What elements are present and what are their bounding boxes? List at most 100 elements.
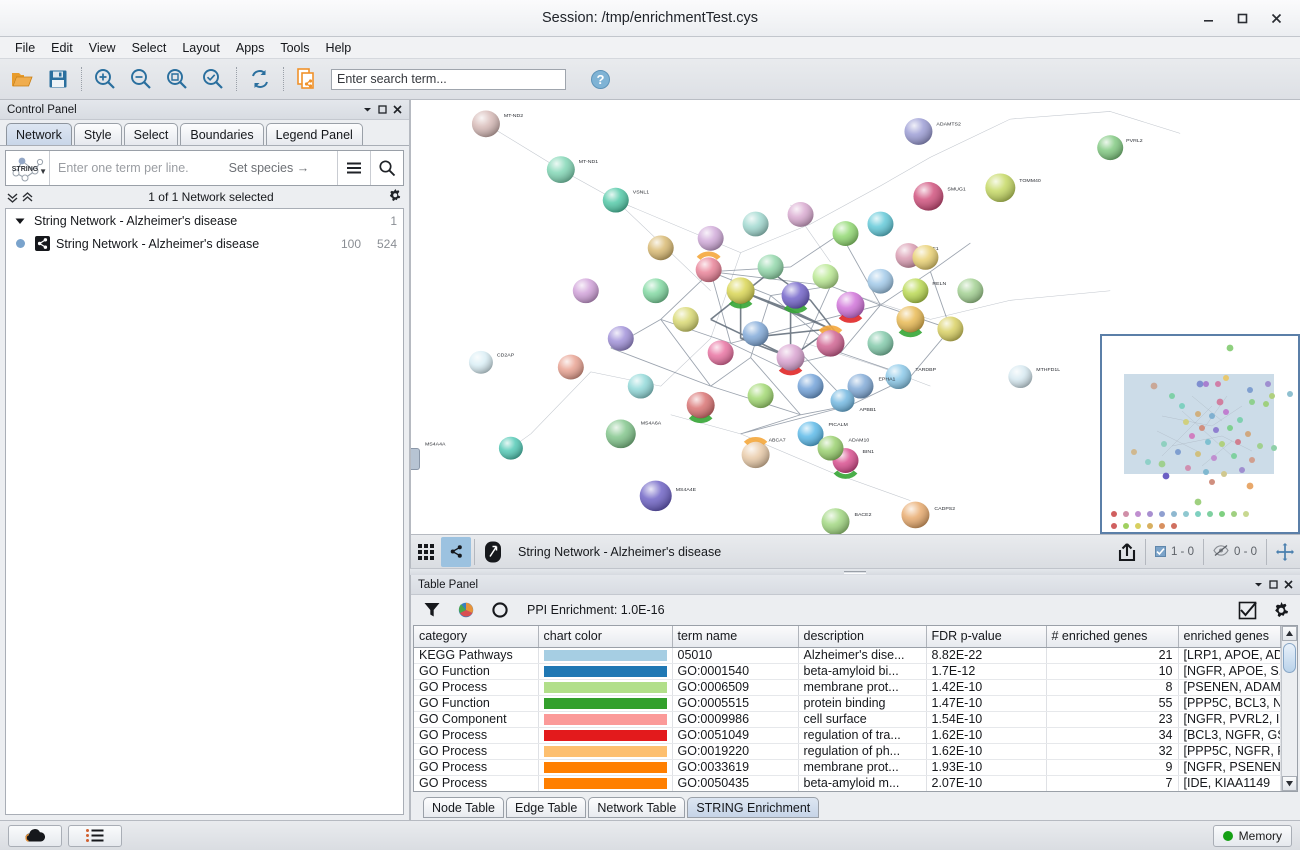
tab-select[interactable]: Select xyxy=(123,123,179,145)
maximize-icon[interactable] xyxy=(1226,5,1258,33)
table-row[interactable]: KEGG Pathways 05010 Alzheimer's dise... 8.8… xyxy=(414,647,1281,664)
column-header-fdr[interactable]: FDR p-value xyxy=(926,626,1047,648)
column-header-chart-color[interactable]: chart color xyxy=(538,626,673,648)
menu-select[interactable]: Select xyxy=(131,40,167,55)
share-network-icon[interactable] xyxy=(441,536,471,567)
annotation-icon[interactable] xyxy=(478,537,508,567)
network-tree-group-row[interactable]: String Network - Alzheimer's disease 1 xyxy=(6,209,403,232)
scroll-down-arrow-icon[interactable] xyxy=(1282,776,1297,791)
close-icon[interactable] xyxy=(1260,5,1292,33)
canvas-left-edge-handle[interactable] xyxy=(411,448,420,470)
network-tree[interactable]: String Network - Alzheimer's disease 1 xyxy=(5,208,404,815)
expand-triangle-icon[interactable] xyxy=(12,216,28,226)
table-row[interactable]: GO Process GO:0019220 regulation of ph... 1… xyxy=(414,743,1281,760)
enrichment-table-body[interactable]: category chart color term name descripti… xyxy=(414,626,1281,791)
color-chart-icon[interactable] xyxy=(455,599,477,621)
menu-tools[interactable]: Tools xyxy=(280,40,310,55)
enrichment-table[interactable]: category chart color term name descripti… xyxy=(413,625,1298,792)
string-term-input[interactable]: Enter one term per line. Set species → xyxy=(50,151,337,185)
checkbox-checked-icon[interactable] xyxy=(1236,599,1258,621)
gear-icon[interactable] xyxy=(388,188,403,206)
network-selection-status: 1 of 1 Network selected xyxy=(148,190,274,204)
string-logo-icon[interactable]: STRING ▼ xyxy=(6,151,50,185)
scroll-up-arrow-icon[interactable] xyxy=(1282,626,1297,641)
donut-chart-icon[interactable] xyxy=(489,599,511,621)
network-tree-group-label: String Network - Alzheimer's disease xyxy=(34,213,238,228)
column-header-description[interactable]: description xyxy=(798,626,927,648)
network-graph[interactable]: MT-ND2 MT-ND1 VSNL1 ADAMTS2 SMUG1 TOMM40… xyxy=(411,100,1300,534)
menu-edit[interactable]: Edit xyxy=(51,40,73,55)
column-header-term-name[interactable]: term name xyxy=(672,626,799,648)
tab-network-table[interactable]: Network Table xyxy=(588,797,686,818)
chevron-down-icon[interactable] xyxy=(360,102,375,118)
network-canvas[interactable]: MT-ND2 MT-ND1 VSNL1 ADAMTS2 SMUG1 TOMM40… xyxy=(410,100,1300,534)
minimize-icon[interactable] xyxy=(1192,5,1224,33)
table-row[interactable]: GO Component GO:0009986 cell surface 1.54E-… xyxy=(414,711,1281,728)
tab-network[interactable]: Network xyxy=(6,123,72,145)
filter-icon[interactable] xyxy=(421,599,443,621)
tab-style[interactable]: Style xyxy=(73,123,122,145)
table-row[interactable]: GO Process GO:0006509 membrane prot... 1.42… xyxy=(414,679,1281,696)
table-row[interactable]: GO Process GO:0051049 regulation of tra...… xyxy=(414,727,1281,744)
open-session-icon[interactable] xyxy=(4,61,40,97)
right-column: MT-ND2 MT-ND1 VSNL1 ADAMTS2 SMUG1 TOMM40… xyxy=(410,100,1300,820)
task-list-icon[interactable] xyxy=(68,824,122,847)
network-tree-item[interactable]: String Network - Alzheimer's disease 100… xyxy=(6,232,403,255)
maximize-icon[interactable] xyxy=(375,102,390,118)
tab-boundaries[interactable]: Boundaries xyxy=(180,123,264,145)
zoom-in-icon[interactable] xyxy=(87,61,123,97)
gear-icon[interactable] xyxy=(1270,599,1292,621)
collapse-expand-controls[interactable] xyxy=(6,191,34,204)
cloud-icon[interactable] xyxy=(8,824,62,847)
toolbar-separator xyxy=(1144,538,1146,565)
refresh-icon[interactable] xyxy=(242,61,278,97)
tab-string-enrichment[interactable]: STRING Enrichment xyxy=(687,797,820,818)
hidden-nodes-counter[interactable]: 0 - 0 xyxy=(1207,544,1263,560)
cell-gene-count: 32 xyxy=(1046,743,1179,760)
close-icon[interactable] xyxy=(390,102,405,118)
zoom-fit-selected-icon[interactable] xyxy=(159,61,195,97)
cell-gene-count: 21 xyxy=(1046,647,1179,664)
table-vertical-scrollbar[interactable] xyxy=(1281,626,1297,791)
column-header-genes[interactable]: enriched genes xyxy=(1178,626,1281,648)
table-row[interactable]: GO Process GO:0033619 membrane prot... 1.93… xyxy=(414,759,1281,776)
birds-eye-navigator[interactable] xyxy=(1100,334,1300,534)
network-share-icon xyxy=(34,236,50,251)
memory-status-button[interactable]: Memory xyxy=(1212,824,1292,847)
grid-layout-icon[interactable] xyxy=(411,537,441,567)
chevron-down-icon[interactable]: ▼ xyxy=(39,167,47,176)
menu-apps[interactable]: Apps xyxy=(235,40,265,55)
column-header-gene-count[interactable]: # enriched genes xyxy=(1046,626,1179,648)
help-icon[interactable]: ? xyxy=(582,61,618,97)
table-row[interactable]: GO Function GO:0001540 beta-amyloid bi... 1… xyxy=(414,663,1281,680)
tab-node-table[interactable]: Node Table xyxy=(423,797,505,818)
maximize-icon[interactable] xyxy=(1266,577,1281,593)
fit-content-icon[interactable] xyxy=(1270,537,1300,567)
menu-layout[interactable]: Layout xyxy=(182,40,220,55)
svg-text:VSNL1: VSNL1 xyxy=(633,190,650,196)
table-row[interactable]: GO Function GO:0005515 protein binding 1.47… xyxy=(414,695,1281,712)
close-icon[interactable] xyxy=(1281,577,1296,593)
search-icon[interactable] xyxy=(370,151,403,185)
menu-view[interactable]: View xyxy=(88,40,116,55)
search-input[interactable]: Enter search term... xyxy=(331,68,566,90)
cell-gene-count: 9 xyxy=(1046,759,1179,776)
tab-edge-table[interactable]: Edge Table xyxy=(506,797,587,818)
save-session-icon[interactable] xyxy=(40,61,76,97)
panel-split-handle[interactable] xyxy=(410,568,1300,575)
column-header-category[interactable]: category xyxy=(414,626,539,648)
hamburger-menu-icon[interactable] xyxy=(337,151,370,185)
selected-nodes-counter[interactable]: 1 - 0 xyxy=(1149,546,1200,558)
new-network-from-selection-icon[interactable] xyxy=(289,61,325,97)
chevron-down-icon[interactable] xyxy=(1251,577,1266,593)
scrollbar-thumb[interactable] xyxy=(1283,643,1296,673)
menu-help[interactable]: Help xyxy=(325,40,352,55)
zoom-fit-network-icon[interactable] xyxy=(195,61,231,97)
zoom-out-icon[interactable] xyxy=(123,61,159,97)
tab-legend-panel[interactable]: Legend Panel xyxy=(265,123,363,145)
set-species-link[interactable]: Set species → xyxy=(228,161,310,175)
cell-category: GO Process xyxy=(414,679,539,696)
table-row[interactable]: GO Process GO:0050435 beta-amyloid m... 2.0… xyxy=(414,775,1281,791)
export-image-icon[interactable] xyxy=(1112,537,1142,567)
menu-file[interactable]: File xyxy=(15,40,36,55)
